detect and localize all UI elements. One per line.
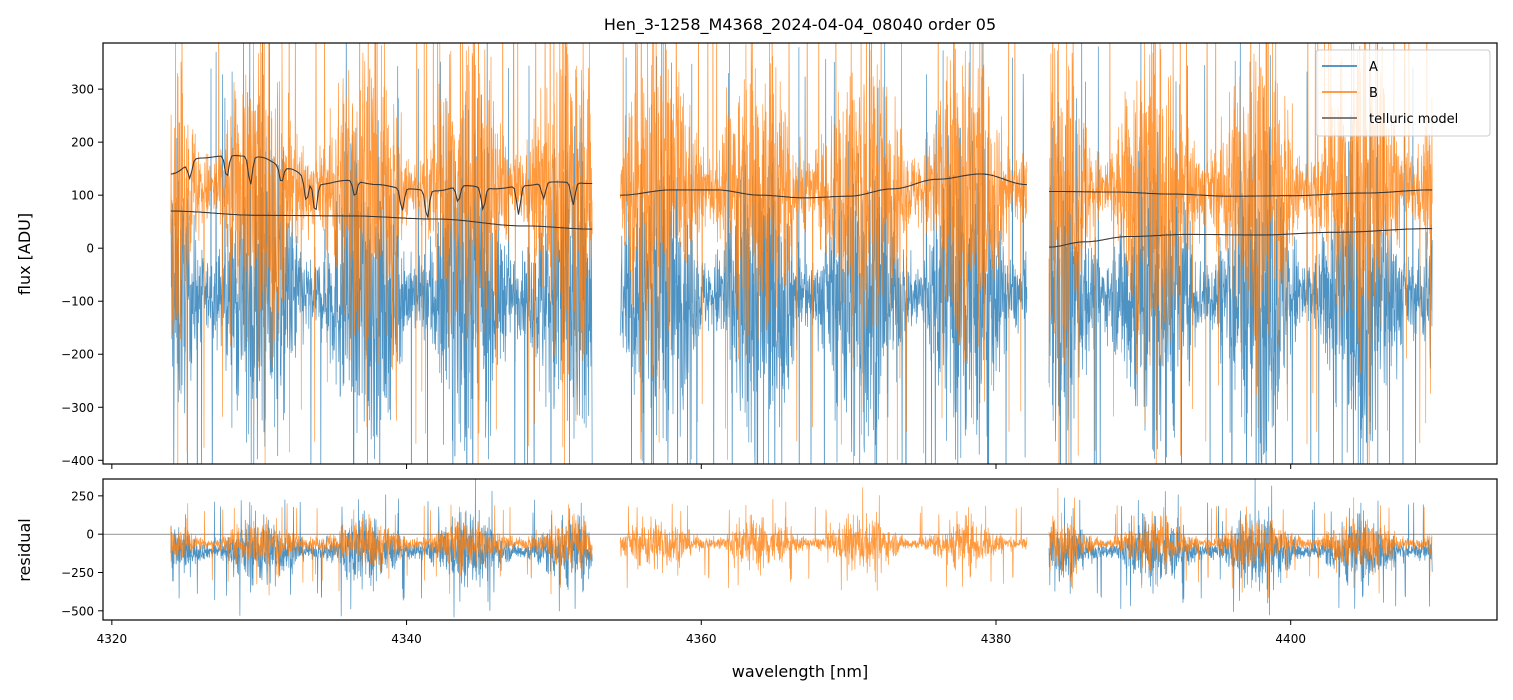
series-a-residual-segment-1 — [170, 479, 593, 618]
flux-ytick-label: −400 — [61, 454, 94, 468]
residual-ylabel: residual — [15, 518, 34, 581]
series-b-residual-segment-1 — [170, 503, 593, 596]
legend: A B telluric model — [1315, 49, 1491, 137]
series-b-residual-segment-2 — [619, 487, 1028, 591]
residual-ytick-label: −500 — [61, 604, 94, 618]
telluric-model-line-5 — [1049, 228, 1433, 248]
flux-axes-frame — [102, 42, 1498, 465]
legend-label-a: A — [1369, 60, 1378, 75]
residual-plot-area — [103, 479, 1497, 618]
flux-ytick-label: −100 — [61, 295, 94, 309]
xtick-label: 4380 — [981, 632, 1012, 646]
telluric-model-line-4 — [1049, 189, 1433, 197]
series-a-flux-segment-1 — [170, 43, 593, 464]
flux-ytick-label: −300 — [61, 401, 94, 415]
legend-label-b: B — [1369, 86, 1378, 101]
flux-plot-area — [170, 43, 1433, 464]
residual-ytick-label: −250 — [61, 566, 94, 580]
series-b-flux-segment-1 — [170, 43, 593, 464]
series-a-flux-segment-2 — [619, 43, 1028, 464]
flux-ytick-label: 100 — [71, 189, 94, 203]
xlabel: wavelength [nm] — [732, 662, 869, 681]
telluric-model-line-1 — [170, 154, 593, 218]
flux-ytick-label: −200 — [61, 348, 94, 362]
series-b-residual-segment-3 — [1048, 487, 1433, 598]
xtick-label: 4400 — [1275, 632, 1306, 646]
flux-ytick-label: 0 — [86, 242, 94, 256]
xtick-label: 4340 — [391, 632, 422, 646]
flux-ylabel: flux [ADU] — [15, 213, 34, 295]
series-b-flux-segment-3 — [1048, 43, 1433, 464]
legend-label-telluric: telluric model — [1369, 112, 1458, 127]
chart-title: Hen_3-1258_M4368_2024-04-04_08040 order … — [604, 15, 996, 35]
telluric-model-line-3 — [620, 173, 1027, 199]
flux-ytick-label: 300 — [71, 83, 94, 97]
residual-ytick-label: 250 — [71, 489, 94, 503]
series-a-residual-segment-3 — [1048, 479, 1433, 616]
xtick-label: 4360 — [686, 632, 717, 646]
residual-ytick-label: 0 — [86, 528, 94, 542]
residual-axes-frame — [102, 478, 1498, 621]
xtick-label: 4320 — [97, 632, 128, 646]
series-a-flux-segment-3 — [1048, 43, 1433, 464]
telluric-model-line-2 — [170, 210, 593, 230]
flux-ytick-label: 200 — [71, 136, 94, 150]
series-b-flux-segment-2 — [619, 43, 1028, 464]
